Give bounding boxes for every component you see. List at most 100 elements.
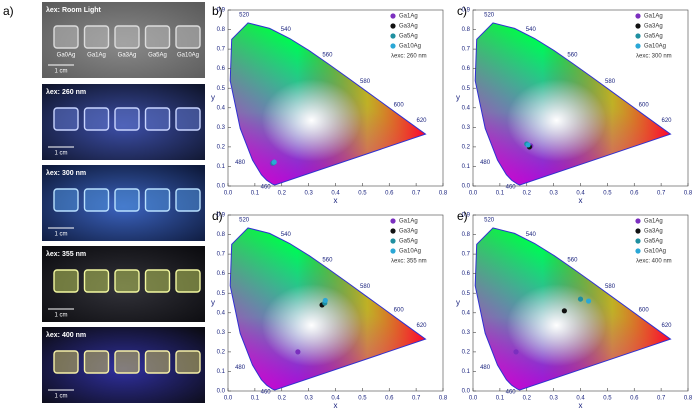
annotation: λexc: 400 nm <box>636 259 672 265</box>
legend-marker <box>390 33 396 39</box>
y-tick-label: 0.5 <box>217 86 226 92</box>
x-tick-label: 0.3 <box>304 396 313 402</box>
photo-caption: λex: Room Light <box>46 6 102 14</box>
sample <box>144 25 171 49</box>
y-tick-label: 0.7 <box>217 252 226 258</box>
legend-marker <box>390 248 396 254</box>
legend-marker <box>635 248 641 254</box>
y-tick-label: 0.5 <box>462 291 471 297</box>
sample <box>175 350 201 374</box>
y-tick-label: 0.3 <box>217 125 226 131</box>
panel-label: c) <box>457 4 467 18</box>
wavelength-label: 580 <box>605 284 616 290</box>
x-tick-label: 0.8 <box>684 191 693 197</box>
y-tick-label: 0.0 <box>217 389 226 395</box>
y-tick-label: 0.0 <box>462 389 471 395</box>
x-axis-label: x <box>579 196 583 205</box>
panel-label: d) <box>212 209 223 223</box>
wavelength-label: 600 <box>639 102 650 108</box>
y-tick-label: 0.2 <box>217 144 226 150</box>
x-tick-label: 0.1 <box>496 191 505 197</box>
legend-label: Ga10Ag <box>644 249 666 255</box>
wavelength-label: 520 <box>484 217 495 223</box>
x-tick-label: 0.2 <box>523 191 532 197</box>
legend-marker <box>635 33 641 39</box>
y-tick-label: 0.4 <box>217 105 226 111</box>
legend-marker <box>635 238 641 244</box>
x-tick-label: 0.6 <box>385 191 394 197</box>
spectral-locus <box>229 227 427 391</box>
y-tick-label: 0.3 <box>217 330 226 336</box>
y-tick-label: 0.7 <box>462 47 471 53</box>
sample <box>114 350 140 374</box>
sample <box>144 269 171 293</box>
legend-marker <box>390 238 396 244</box>
x-tick-label: 0.7 <box>657 396 666 402</box>
legend-label: Ga3Ag <box>399 229 418 235</box>
photo-caption: λex: 300 nm <box>46 169 86 177</box>
sample <box>53 188 79 212</box>
sample <box>144 188 171 212</box>
x-tick-label: 0.4 <box>331 396 340 402</box>
x-tick-label: 0.3 <box>549 396 558 402</box>
annotation: λexc: 260 nm <box>391 54 427 60</box>
sample <box>114 188 140 212</box>
x-tick-label: 0.8 <box>439 191 448 197</box>
x-tick-label: 0.3 <box>549 191 558 197</box>
y-axis-label: y <box>456 298 460 307</box>
x-tick-label: 0.0 <box>224 191 233 197</box>
point <box>525 142 531 148</box>
point <box>513 349 519 355</box>
wavelength-label: 620 <box>661 323 672 329</box>
wavelength-label: 540 <box>281 27 292 33</box>
sample <box>144 107 171 131</box>
wavelength-label: 560 <box>322 258 333 264</box>
legend-marker <box>635 218 641 224</box>
y-tick-label: 0.5 <box>462 86 471 92</box>
sample <box>114 107 140 131</box>
y-tick-label: 0.1 <box>462 164 471 170</box>
x-tick-label: 0.0 <box>469 396 478 402</box>
legend-label: Ga1Ag <box>399 219 418 225</box>
wavelength-label: 560 <box>567 258 578 264</box>
legend-label: Ga10Ag <box>399 249 421 255</box>
wavelength-label: 540 <box>526 232 537 238</box>
sample <box>83 25 110 49</box>
y-tick-label: 0.4 <box>462 310 471 316</box>
y-tick-label: 0.9 <box>217 8 226 14</box>
legend-label: Ga5Ag <box>644 34 663 40</box>
legend-label: Ga1Ag <box>644 14 663 20</box>
legend-marker <box>635 43 641 49</box>
scale-label: 1 cm <box>54 151 67 157</box>
y-tick-label: 0.5 <box>217 291 226 297</box>
x-tick-label: 0.2 <box>278 191 287 197</box>
legend-label: Ga10Ag <box>399 44 421 50</box>
sample-label: Ga5Ag <box>148 53 167 59</box>
legend-marker <box>390 13 396 19</box>
wavelength-label: 480 <box>480 160 491 166</box>
legend-marker <box>635 23 641 29</box>
y-tick-label: 0.4 <box>217 310 226 316</box>
legend-label: Ga1Ag <box>644 219 663 225</box>
y-tick-label: 0.8 <box>217 27 226 33</box>
y-tick-label: 0.4 <box>462 105 471 111</box>
y-tick-label: 0.2 <box>217 349 226 355</box>
sample-label: Ga1Ag <box>87 53 106 59</box>
wavelength-label: 560 <box>322 53 333 59</box>
x-axis-label: x <box>334 196 338 205</box>
x-tick-label: 0.5 <box>358 191 367 197</box>
legend-label: Ga3Ag <box>644 24 663 30</box>
x-axis-label: x <box>579 401 583 410</box>
scale-label: 1 cm <box>54 232 67 238</box>
x-tick-label: 0.4 <box>576 396 585 402</box>
wavelength-label: 520 <box>484 12 495 18</box>
scale-label: 1 cm <box>54 69 67 75</box>
wavelength-label: 600 <box>394 307 405 313</box>
wavelength-label: 580 <box>360 284 371 290</box>
y-tick-label: 0.7 <box>217 47 226 53</box>
annotation: λexc: 355 nm <box>391 259 427 265</box>
legend-label: Ga10Ag <box>644 44 666 50</box>
x-tick-label: 0.2 <box>523 396 532 402</box>
y-tick-label: 0.0 <box>462 184 471 190</box>
